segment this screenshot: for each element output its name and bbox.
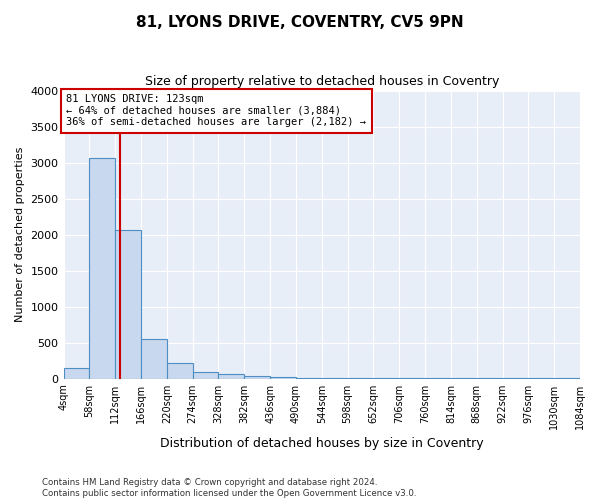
X-axis label: Distribution of detached houses by size in Coventry: Distribution of detached houses by size … [160,437,484,450]
Bar [115,230,141,378]
Bar [167,364,193,378]
Title: Size of property relative to detached houses in Coventry: Size of property relative to detached ho… [145,75,499,88]
Text: Contains HM Land Registry data © Crown copyright and database right 2024.
Contai: Contains HM Land Registry data © Crown c… [42,478,416,498]
Bar [193,372,218,378]
Bar [141,339,167,378]
Text: 81, LYONS DRIVE, COVENTRY, CV5 9PN: 81, LYONS DRIVE, COVENTRY, CV5 9PN [136,15,464,30]
Y-axis label: Number of detached properties: Number of detached properties [15,147,25,322]
Bar [64,368,89,378]
Bar [244,376,270,378]
Bar [89,158,115,378]
Text: 81 LYONS DRIVE: 123sqm
← 64% of detached houses are smaller (3,884)
36% of semi-: 81 LYONS DRIVE: 123sqm ← 64% of detached… [67,94,367,128]
Bar [218,374,244,378]
